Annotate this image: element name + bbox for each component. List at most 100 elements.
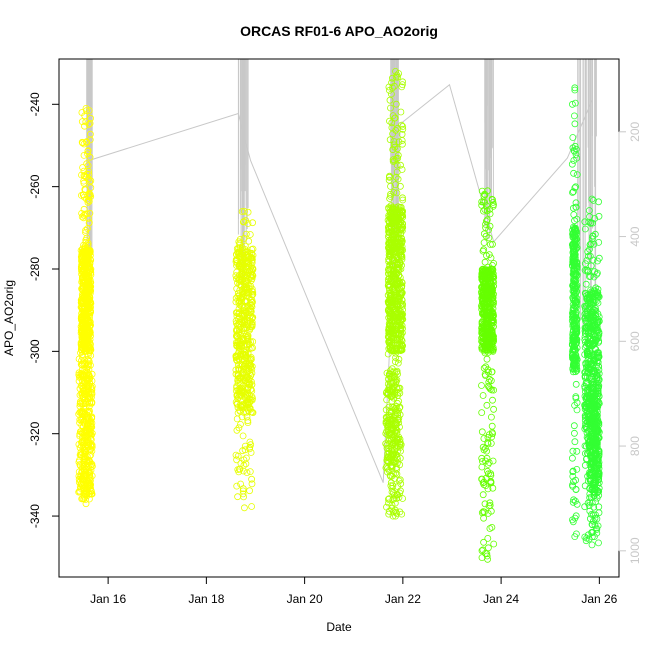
data-point — [385, 205, 393, 213]
data-point — [81, 245, 89, 252]
data-point — [399, 342, 407, 350]
data-point — [569, 348, 576, 355]
data-point — [239, 270, 247, 278]
data-point — [388, 119, 396, 127]
data-point — [246, 379, 253, 387]
data-point — [484, 510, 492, 517]
data-point — [75, 355, 83, 363]
data-point — [587, 430, 595, 438]
data-point — [583, 307, 591, 315]
data-point — [391, 405, 399, 413]
data-point — [390, 378, 398, 386]
data-point — [388, 214, 396, 222]
data-point — [232, 250, 240, 258]
y-tick-label: -340 — [28, 504, 42, 528]
data-point — [81, 249, 89, 256]
data-point — [572, 497, 579, 505]
data-point — [398, 239, 406, 247]
data-point — [481, 258, 489, 266]
data-point — [480, 230, 488, 238]
data-point — [87, 451, 95, 459]
data-point — [384, 465, 392, 472]
data-point — [572, 270, 580, 278]
data-point — [595, 433, 602, 441]
data-point — [586, 474, 594, 482]
data-point — [389, 508, 397, 516]
data-point — [590, 451, 598, 459]
data-point — [244, 355, 252, 363]
data-point — [588, 429, 596, 437]
data-point — [483, 216, 491, 224]
data-point — [387, 482, 395, 490]
data-point — [483, 334, 491, 341]
data-point — [388, 124, 396, 131]
data-point — [594, 436, 601, 444]
data-point — [236, 379, 244, 387]
data-point — [386, 246, 394, 254]
y-axis-label: APO_AO2orig — [2, 280, 16, 356]
data-point — [240, 218, 248, 225]
data-point — [237, 282, 245, 289]
data-point — [237, 340, 245, 348]
data-point — [81, 379, 89, 387]
data-point — [582, 338, 589, 346]
data-point — [240, 350, 248, 358]
data-point — [572, 289, 580, 297]
data-point — [581, 384, 589, 392]
data-point — [486, 222, 494, 230]
data-point — [589, 380, 597, 388]
data-point — [85, 175, 92, 183]
data-point — [391, 214, 399, 222]
data-point — [570, 228, 577, 236]
data-point — [397, 230, 405, 238]
data-point — [393, 368, 401, 376]
data-point — [591, 306, 598, 314]
data-point — [85, 388, 93, 396]
data-point — [85, 190, 93, 198]
data-point — [383, 396, 391, 404]
data-point — [392, 100, 400, 108]
data-point — [592, 511, 599, 519]
data-point — [383, 503, 390, 511]
data-point — [587, 324, 595, 332]
data-point — [246, 468, 254, 476]
data-point — [236, 235, 244, 243]
data-point — [487, 311, 495, 319]
y-right-tick-label: 800 — [628, 436, 642, 456]
data-point — [484, 470, 492, 478]
data-point — [81, 334, 89, 342]
data-point — [388, 379, 396, 387]
data-point — [483, 401, 491, 409]
data-point — [595, 487, 602, 495]
data-point — [480, 364, 488, 372]
data-point — [572, 365, 579, 373]
data-point — [570, 211, 578, 219]
data-point — [478, 320, 486, 328]
data-point — [84, 162, 92, 170]
data-point — [485, 324, 493, 332]
data-point — [482, 232, 490, 240]
data-point — [84, 326, 92, 334]
data-point — [489, 240, 496, 248]
data-point — [239, 467, 247, 475]
data-point — [248, 503, 256, 510]
data-point — [571, 184, 579, 192]
data-point — [390, 271, 398, 278]
data-point — [79, 139, 86, 147]
data-point — [594, 374, 602, 382]
data-point — [581, 218, 589, 226]
data-point — [385, 449, 393, 457]
data-point — [489, 272, 497, 280]
data-point — [399, 224, 406, 232]
data-point — [394, 154, 402, 162]
data-point — [242, 230, 250, 238]
data-point — [595, 292, 602, 300]
data-point — [82, 347, 89, 355]
data-point — [387, 90, 395, 98]
data-point — [482, 220, 489, 228]
chart-title: ORCAS RF01-6 APO_AO2orig — [240, 23, 438, 39]
data-point — [587, 240, 595, 247]
data-point — [247, 396, 255, 404]
data-point — [78, 347, 86, 355]
